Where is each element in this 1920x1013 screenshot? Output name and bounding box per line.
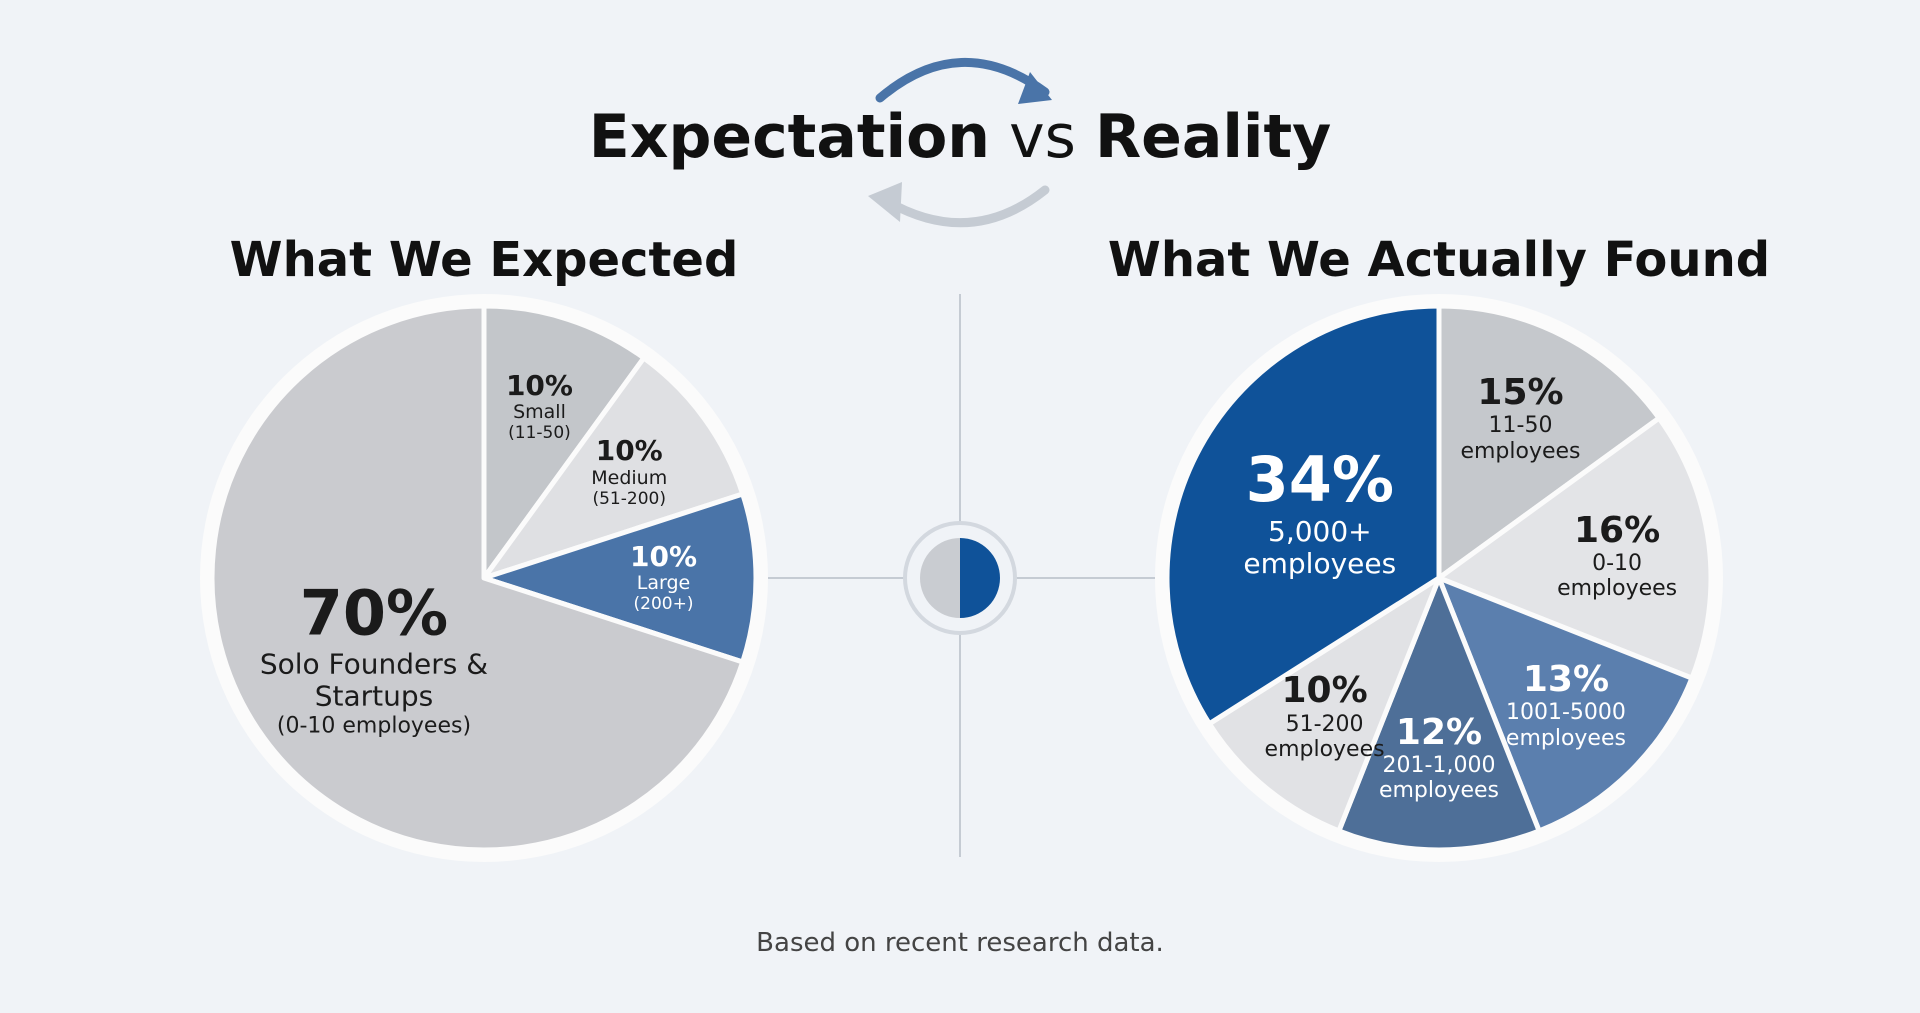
category-label: 51-200 employees	[1264, 711, 1385, 763]
page-title: Expectation vs Reality	[589, 102, 1332, 172]
value-label: 10%	[505, 369, 573, 403]
slice-label: 15% 11-50 employees	[1446, 372, 1596, 464]
value-label: 15%	[1477, 372, 1564, 414]
arrow-head	[868, 182, 902, 222]
slice-label: 10% 51-200 employees	[1250, 670, 1400, 762]
value-label: 12%	[1395, 711, 1483, 753]
footnote: Based on recent research data.	[756, 928, 1164, 958]
center-ornament	[920, 538, 960, 618]
arrow-decoration	[880, 185, 1050, 228]
pie-slice	[1336, 575, 1542, 853]
pie-slice	[481, 303, 647, 581]
center-ornament	[960, 538, 1000, 618]
pie-slice	[481, 491, 759, 665]
category-detail: (0-10 employees)	[276, 713, 472, 739]
pie-slice	[1164, 303, 1442, 727]
value-label: 13%	[1522, 658, 1610, 700]
chart-title: What We Actually Found	[1108, 232, 1770, 288]
title-part: Reality	[1095, 102, 1331, 172]
arrow-decoration	[875, 58, 1050, 103]
category-label: 5,000+ employees	[1243, 514, 1397, 581]
category-label: Small	[513, 401, 566, 424]
slice-label: 10% Large (200+)	[589, 541, 739, 615]
slice-label: 10% Medium (51-200)	[554, 434, 704, 510]
category-label: Medium	[591, 466, 668, 489]
category-label: Solo Founders & Startups	[259, 647, 489, 713]
value-label: 16%	[1574, 509, 1661, 551]
pie-slice	[481, 355, 746, 581]
slice-label: 10% Small (11-50)	[464, 370, 614, 444]
arrow-head	[1018, 72, 1052, 104]
category-detail: (11-50)	[508, 423, 571, 444]
slice-label: 13% 1001-5000 employees	[1491, 659, 1641, 751]
pie-slice	[1206, 575, 1442, 834]
category-label: 1001-5000 employees	[1505, 700, 1626, 751]
slice-label: 34% 5,000+ employees	[1200, 443, 1440, 581]
category-label: 11-50 employees	[1460, 413, 1581, 464]
pie-slice	[1436, 415, 1714, 681]
value-label: 34%	[1245, 443, 1395, 517]
pie-slice	[1436, 575, 1695, 834]
pie-slice	[1436, 303, 1662, 581]
value-label: 10%	[1281, 670, 1368, 712]
slice-label: 16% 0-10 employees	[1542, 510, 1692, 602]
slice-label: 12% 201-1,000 employees	[1364, 712, 1514, 804]
pie-slice	[209, 303, 746, 853]
category-label: Large	[636, 572, 691, 595]
title-part: vs	[1009, 102, 1076, 172]
value-label: 70%	[299, 576, 449, 650]
category-label: 0-10 employees	[1557, 550, 1678, 602]
category-detail: (200+)	[633, 594, 694, 615]
value-label: 10%	[630, 540, 698, 574]
title-part: Expectation	[589, 102, 990, 172]
category-label: 201-1,000 employees	[1378, 752, 1500, 804]
category-detail: (51-200)	[592, 488, 666, 509]
chart-title: What We Expected	[230, 232, 739, 288]
slice-label: 70% Solo Founders & Startups (0-10 employe…	[254, 577, 494, 738]
value-label: 10%	[595, 434, 663, 468]
